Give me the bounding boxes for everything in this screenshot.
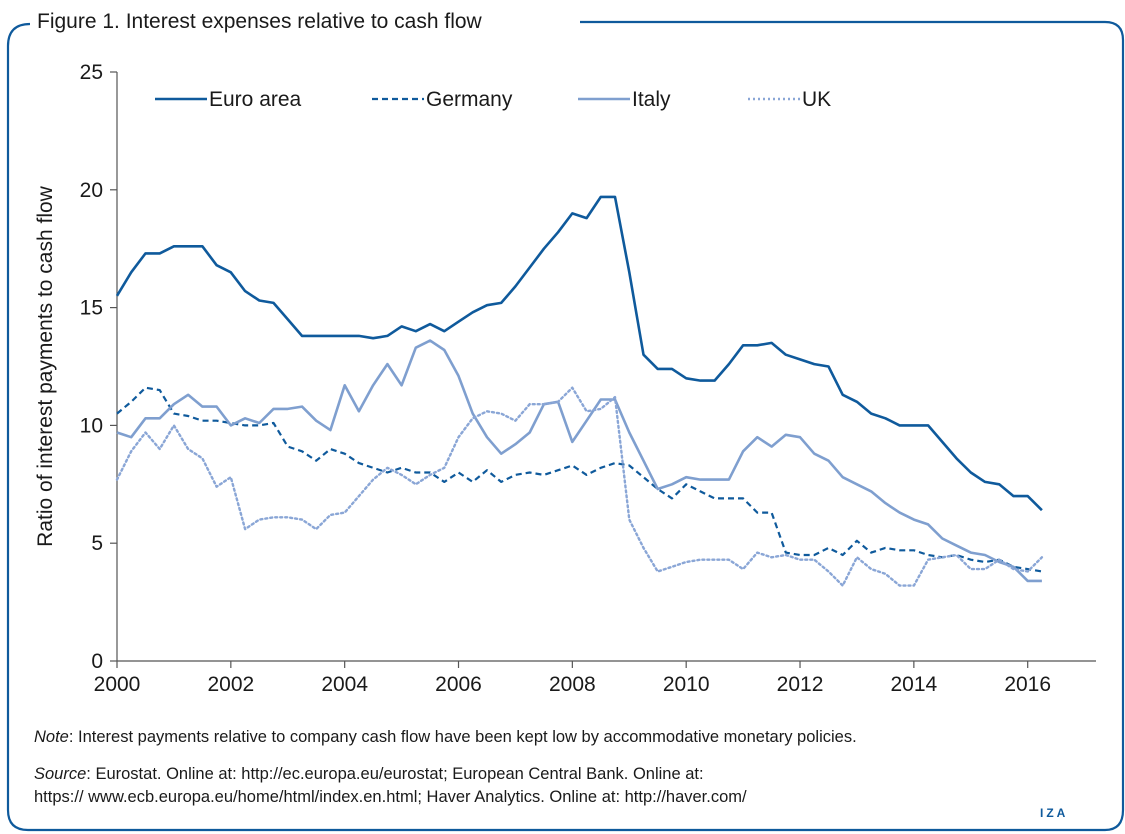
x-tick-label: 2014 [891,673,938,696]
y-axis-title: Ratio of interest payments to cash flow [34,185,57,547]
x-tick-label: 2006 [435,673,482,696]
x-tick-label: 2002 [207,673,254,696]
source-label: Source [34,765,87,783]
figure-source: Source: Eurostat. Online at: http://ec.e… [34,763,747,809]
note-text: : Interest payments relative to company … [68,728,857,746]
figure-title: Figure 1. Interest expenses relative to … [34,9,485,35]
frame-border [6,20,1125,832]
iza-logo: IZA [1040,806,1069,820]
y-tick-label: 5 [91,532,103,555]
y-tick-label: 0 [91,650,103,673]
legend-label: UK [802,88,831,111]
source-line-2: https:// www.ecb.europa.eu/home/html/ind… [34,788,747,806]
figure-note: Note: Interest payments relative to comp… [34,726,857,748]
y-tick-label: 20 [80,179,103,202]
series-line-euro-area [115,195,1043,512]
y-tick-label: 10 [80,414,103,437]
series-line-italy [116,339,1042,583]
legend-label: Germany [426,88,513,111]
source-line-1: Source: Eurostat. Online at: http://ec.e… [34,763,747,786]
x-tick-label: 2008 [549,673,596,696]
series-line-uk [115,386,1044,587]
x-tick-label: 2004 [321,673,368,696]
x-tick-label: 2010 [663,673,710,696]
legend-label: Italy [632,88,671,111]
y-tick-label: 15 [80,297,103,320]
series-line-germany [116,386,1043,573]
source-text-1: : Eurostat. Online at: http://ec.europa.… [86,765,704,783]
x-tick-label: 2012 [777,673,824,696]
x-tick-label: 2000 [94,673,141,696]
note-label: Note [34,728,69,746]
legend-label: Euro area [209,88,302,111]
x-tick-label: 2016 [1004,673,1051,696]
y-tick-label: 25 [80,61,103,84]
